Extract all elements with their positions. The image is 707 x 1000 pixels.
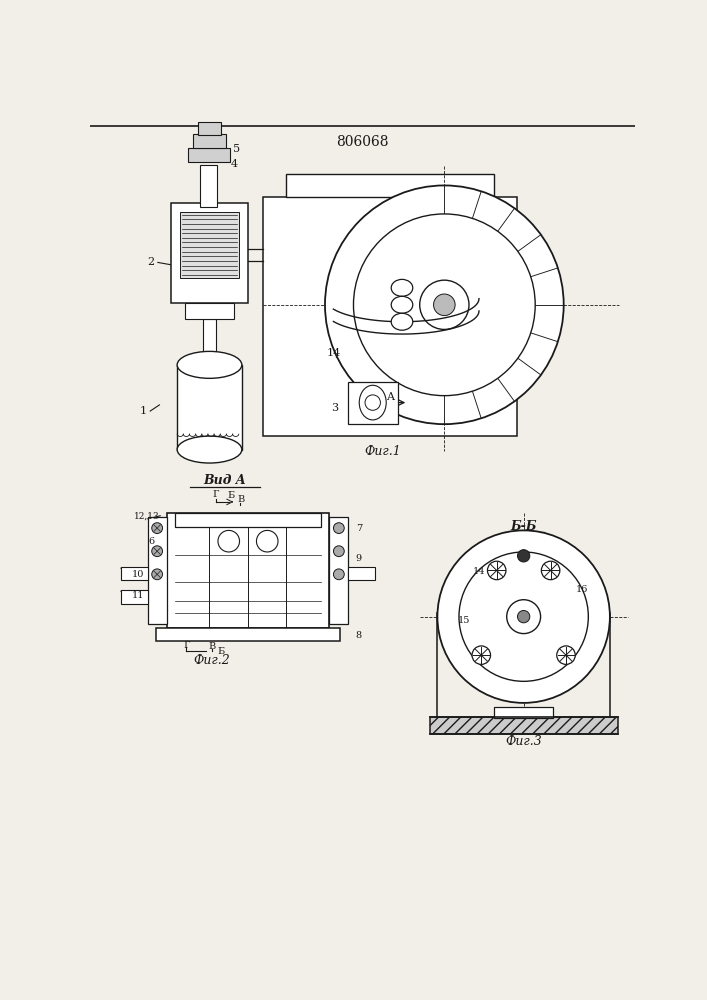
Text: 6: 6 — [148, 537, 154, 546]
Text: Вид A: Вид A — [204, 474, 246, 487]
Circle shape — [433, 294, 455, 316]
Ellipse shape — [177, 436, 242, 463]
Text: 9: 9 — [356, 554, 362, 563]
Ellipse shape — [391, 296, 413, 313]
Bar — [171, 203, 248, 303]
Bar — [177, 365, 242, 450]
Text: 14: 14 — [327, 348, 341, 358]
Ellipse shape — [391, 313, 413, 330]
Circle shape — [257, 530, 278, 552]
Circle shape — [518, 610, 530, 623]
Ellipse shape — [391, 279, 413, 296]
Circle shape — [542, 561, 560, 580]
Bar — [192, 134, 226, 148]
Text: Г: Г — [183, 641, 189, 650]
Circle shape — [518, 550, 530, 562]
Text: 7: 7 — [356, 524, 362, 533]
Bar — [175, 513, 321, 527]
Circle shape — [487, 561, 506, 580]
Text: 806068: 806068 — [336, 135, 388, 149]
Circle shape — [152, 569, 163, 580]
Text: 1: 1 — [139, 406, 146, 416]
Circle shape — [218, 530, 240, 552]
Text: 16: 16 — [576, 585, 588, 594]
Text: Б: Б — [218, 647, 225, 656]
Circle shape — [334, 546, 344, 557]
Bar — [204, 319, 216, 365]
Bar — [348, 382, 398, 424]
Text: Фиг.1: Фиг.1 — [364, 445, 401, 458]
Text: Г: Г — [212, 490, 219, 499]
Bar — [188, 148, 230, 162]
Text: В: В — [208, 642, 216, 651]
Circle shape — [438, 530, 610, 703]
Text: 2: 2 — [147, 257, 154, 267]
Bar — [494, 707, 553, 718]
Circle shape — [334, 523, 344, 533]
Text: 15: 15 — [457, 616, 469, 625]
Circle shape — [365, 395, 380, 410]
Bar — [180, 212, 239, 278]
Circle shape — [354, 214, 535, 396]
Circle shape — [557, 646, 575, 664]
Text: Фиг.2: Фиг.2 — [194, 654, 230, 667]
Bar — [286, 174, 494, 197]
Bar — [185, 303, 234, 319]
Text: Б: Б — [228, 491, 235, 500]
Text: 14: 14 — [473, 567, 485, 576]
Bar — [167, 513, 329, 628]
Text: 5: 5 — [233, 144, 240, 154]
Text: Б-Б: Б-Б — [510, 520, 537, 533]
Circle shape — [420, 280, 469, 329]
Ellipse shape — [177, 351, 242, 378]
Bar — [329, 517, 348, 624]
Circle shape — [325, 185, 563, 424]
Circle shape — [152, 523, 163, 533]
Text: 11: 11 — [132, 591, 144, 600]
Circle shape — [334, 569, 344, 580]
Bar — [121, 590, 148, 604]
Text: 8: 8 — [356, 631, 362, 640]
Bar — [148, 517, 167, 624]
Circle shape — [152, 546, 163, 557]
Text: 12,13: 12,13 — [134, 511, 160, 520]
Bar — [198, 122, 221, 135]
Bar — [264, 197, 518, 436]
Text: В: В — [238, 495, 245, 504]
Text: 4: 4 — [231, 159, 238, 169]
Circle shape — [472, 646, 491, 664]
Bar — [121, 567, 148, 580]
Bar — [200, 165, 217, 207]
Circle shape — [507, 600, 541, 634]
Ellipse shape — [359, 385, 386, 420]
Text: 3: 3 — [332, 403, 339, 413]
Bar — [430, 717, 618, 734]
Text: 10: 10 — [132, 570, 144, 579]
Text: Фиг.3: Фиг.3 — [506, 735, 542, 748]
Bar — [156, 628, 340, 641]
Circle shape — [459, 552, 588, 681]
Bar — [348, 567, 375, 580]
Text: A: A — [387, 392, 395, 402]
